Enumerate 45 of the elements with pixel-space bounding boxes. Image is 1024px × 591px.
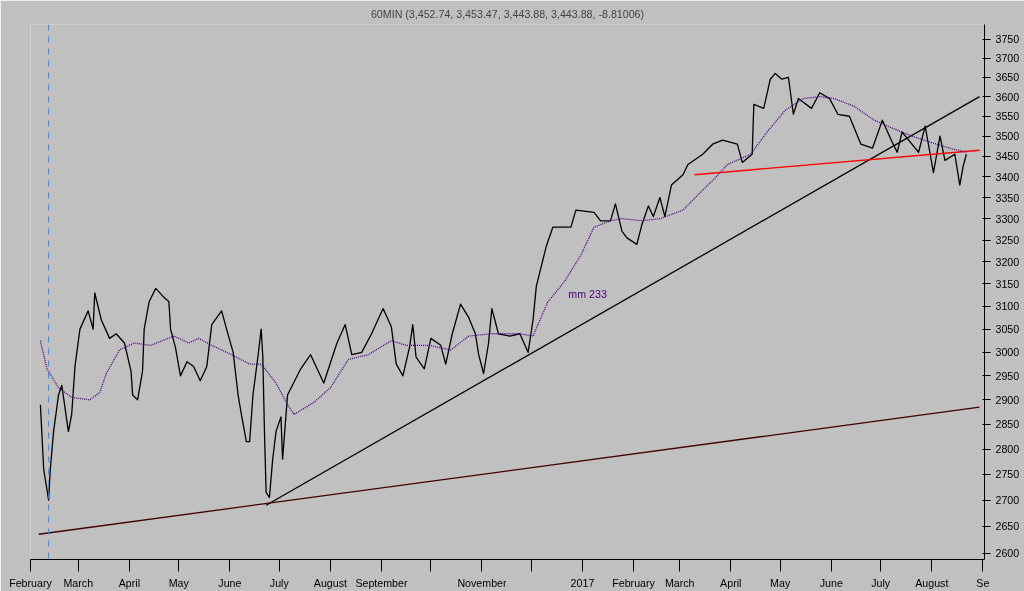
x-tick-label: July bbox=[269, 576, 290, 589]
y-tick-label: 2600 bbox=[995, 547, 1020, 560]
y-tick-label: 3300 bbox=[995, 212, 1020, 225]
y-tick-label: 3200 bbox=[995, 255, 1020, 268]
y-tick-label: 2900 bbox=[995, 393, 1020, 406]
x-tick-label: May bbox=[770, 576, 791, 589]
line-series bbox=[39, 95, 968, 416]
y-tick-label: 3100 bbox=[995, 300, 1020, 313]
x-tick-label: August bbox=[915, 576, 949, 589]
x-tick-label: May bbox=[168, 576, 190, 589]
y-tick-label: 3500 bbox=[995, 130, 1020, 143]
x-tick-label: April bbox=[118, 576, 141, 589]
x-tick-label: April bbox=[720, 576, 742, 589]
x-tick-label: July bbox=[871, 576, 891, 589]
x-tick-label: September bbox=[355, 576, 408, 589]
chart-title: 60MIN (3,452.74, 3,453.47, 3,443.88, 3,443.88, -8.81006) bbox=[370, 7, 645, 20]
y-tick-label: 3750 bbox=[995, 33, 1020, 46]
x-tick-label: 2017 bbox=[570, 576, 595, 589]
x-tick-label: March bbox=[63, 576, 94, 589]
x-tick-label: August bbox=[313, 576, 347, 589]
x-tick-label: February bbox=[9, 576, 53, 589]
y-tick-label: 2750 bbox=[995, 468, 1020, 481]
y-tick-label: 3450 bbox=[995, 150, 1020, 163]
y-tick-label: 3050 bbox=[995, 323, 1020, 336]
x-tick-label: February bbox=[612, 576, 656, 589]
y-tick-label: 2850 bbox=[995, 418, 1020, 431]
y-tick-label: 3650 bbox=[995, 71, 1020, 84]
y-tick-label: 2950 bbox=[995, 369, 1020, 382]
x-tick-label: November bbox=[457, 576, 507, 589]
series-label: mm 233 bbox=[568, 287, 607, 300]
y-tick-label: 3550 bbox=[995, 110, 1020, 123]
x-tick-label: Se bbox=[976, 576, 990, 589]
y-tick-label: 3350 bbox=[995, 191, 1020, 204]
x-tick-label: March bbox=[664, 576, 695, 589]
y-tick-label: 3400 bbox=[995, 170, 1020, 183]
x-tick-label: June bbox=[218, 576, 242, 589]
y-tick-label: 3600 bbox=[995, 90, 1020, 103]
x-tick-label: June bbox=[819, 576, 843, 589]
y-tick-label: 2700 bbox=[995, 494, 1020, 507]
y-tick-label: 3250 bbox=[995, 234, 1020, 247]
y-tick-label: 3700 bbox=[995, 52, 1020, 65]
y-tick-label: 3000 bbox=[995, 346, 1020, 359]
y-tick-label: 3150 bbox=[995, 277, 1020, 290]
y-tick-label: 2650 bbox=[995, 520, 1020, 533]
y-tick-label: 2800 bbox=[995, 443, 1020, 456]
